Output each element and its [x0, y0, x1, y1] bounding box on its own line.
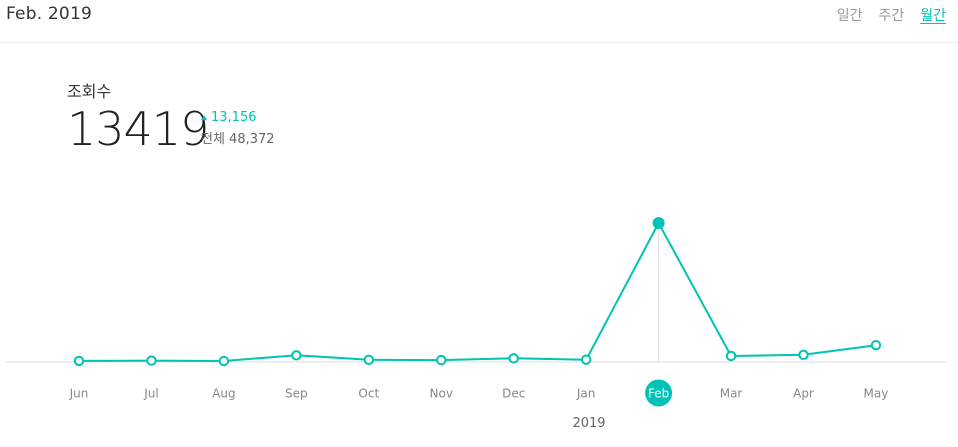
data-point[interactable]	[218, 355, 230, 367]
data-point[interactable]	[508, 353, 519, 364]
delta-value: 13,156	[211, 110, 257, 125]
x-tick-label[interactable]: Nov	[430, 387, 453, 401]
views-delta: 13,156	[201, 110, 275, 125]
tab-daily[interactable]: 일간	[836, 8, 863, 24]
views-label: 조회수	[67, 82, 112, 101]
data-point[interactable]	[725, 350, 737, 362]
x-tick-label[interactable]: Dec	[502, 387, 525, 401]
period-title: Feb. 2019	[6, 4, 92, 24]
views-count: 13419	[67, 102, 209, 156]
data-point[interactable]	[73, 355, 85, 367]
x-tick-label[interactable]: Jul	[143, 387, 158, 401]
stats-side: 13,156 전체 48,372	[201, 110, 275, 147]
x-tick-label[interactable]: May	[864, 387, 889, 401]
x-tick-label[interactable]: Apr	[793, 387, 814, 401]
data-point[interactable]	[870, 339, 882, 351]
year-label: 2019	[572, 416, 605, 431]
up-triangle-icon	[201, 115, 207, 120]
x-tick-label[interactable]: Feb	[648, 387, 669, 401]
data-point[interactable]	[652, 217, 665, 229]
x-tick-label[interactable]: Sep	[285, 387, 308, 401]
x-tick-label[interactable]: Oct	[358, 387, 379, 401]
x-tick-label[interactable]: Mar	[720, 387, 743, 401]
tab-monthly[interactable]: 월간	[920, 8, 946, 24]
x-tick-label[interactable]: Jan	[576, 387, 596, 401]
data-point[interactable]	[580, 354, 592, 365]
x-tick-label[interactable]: Jun	[69, 387, 89, 401]
data-point[interactable]	[436, 354, 447, 366]
header: Feb. 2019 일간 주간 월간	[0, 0, 958, 43]
data-point[interactable]	[291, 350, 302, 361]
tab-weekly[interactable]: 주간	[878, 8, 905, 24]
selected-month-marker[interactable]	[645, 379, 673, 407]
data-point[interactable]	[798, 349, 809, 361]
stats-panel: 조회수 13419 13,156 전체 48,372	[67, 78, 275, 156]
x-tick-label[interactable]: Aug	[212, 387, 235, 401]
series-line	[78, 222, 877, 362]
data-point[interactable]	[146, 355, 157, 366]
views-total: 전체 48,372	[201, 132, 275, 147]
data-point[interactable]	[363, 354, 374, 365]
period-tabs: 일간 주간 월간	[837, 5, 946, 25]
